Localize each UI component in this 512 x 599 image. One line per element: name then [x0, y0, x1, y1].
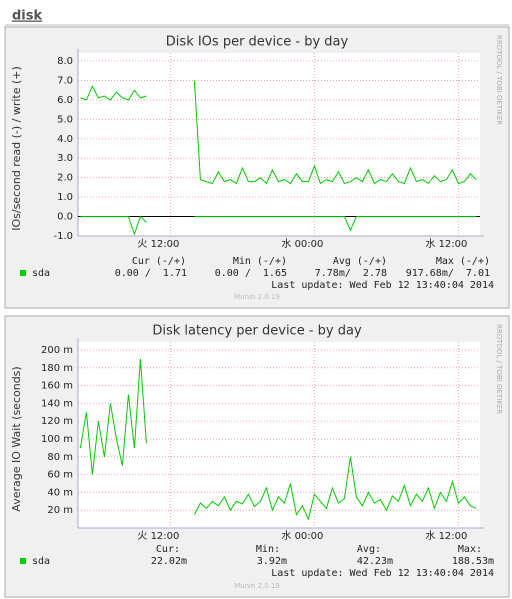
- side-note: RRDTOOL / TOBI OETIKER: [495, 35, 503, 125]
- chart-title: Disk IOs per device - by day: [166, 35, 349, 50]
- y-tick-label: -1.0: [53, 231, 73, 242]
- y-tick-label: 6.0: [57, 95, 73, 106]
- stats-header: Min:: [256, 544, 280, 555]
- legend-label: sda: [32, 268, 50, 279]
- stats-header: Min (-/+): [233, 256, 287, 267]
- x-tick-label: 水 00:00: [281, 238, 323, 250]
- y-tick-label: 120 m: [41, 416, 73, 427]
- page-heading: disk: [12, 9, 42, 24]
- y-tick-label: 80 m: [47, 452, 73, 463]
- data-line: [79, 358, 477, 521]
- x-tick-label: 火 12:00: [137, 530, 179, 542]
- footer: Munin 2.0.19: [234, 582, 280, 590]
- y-tick-label: 180 m: [41, 363, 73, 374]
- y-tick-label: 0.0: [57, 212, 73, 223]
- stats-header: Max (-/+): [436, 256, 490, 267]
- footer: Munin 2.0.19: [234, 293, 280, 301]
- y-axis-label: IOs/second read (-) / write (+): [10, 66, 23, 231]
- stats-header: Cur (-/+): [132, 256, 186, 267]
- y-tick-label: 60 m: [47, 470, 73, 481]
- x-tick-label: 水 12:00: [425, 238, 467, 250]
- y-tick-label: 20 m: [47, 505, 73, 516]
- x-tick-label: 水 00:00: [281, 530, 323, 542]
- y-tick-label: 4.0: [57, 134, 73, 145]
- legend-swatch: [20, 270, 26, 276]
- y-tick-label: 100 m: [41, 434, 73, 445]
- y-tick-label: 5.0: [57, 114, 73, 125]
- stats-value: 42.23m: [357, 556, 393, 567]
- y-axis-label: Average IO Wait (seconds): [10, 366, 23, 511]
- last-update: Last update: Wed Feb 12 13:40:04 2014: [271, 280, 494, 291]
- legend-swatch: [20, 558, 26, 564]
- y-tick-label: 140 m: [41, 398, 73, 409]
- y-tick-label: 8.0: [57, 56, 73, 67]
- x-tick-label: 火 12:00: [137, 238, 179, 250]
- stats-value: 188.53m: [452, 556, 494, 567]
- stats-value: 7.78m/ 2.78: [315, 268, 387, 279]
- stats-value: 22.02m: [151, 556, 187, 567]
- data-line: [80, 215, 477, 236]
- data-line: [80, 80, 477, 185]
- x-tick-label: 水 12:00: [425, 530, 467, 542]
- y-tick-label: 7.0: [57, 75, 73, 86]
- stats-header: Cur:: [156, 544, 180, 555]
- stats-value: 3.92m: [257, 556, 287, 567]
- stats-header: Avg:: [357, 544, 381, 555]
- stats-value: 0.00 / 1.71: [115, 268, 187, 279]
- stats-header: Avg (-/+): [333, 256, 387, 267]
- plot-area: [78, 342, 480, 528]
- side-note: RRDTOOL / TOBI OETIKER: [495, 324, 503, 414]
- legend-label: sda: [32, 556, 50, 567]
- stats-header: Max:: [458, 544, 482, 555]
- y-tick-label: 2.0: [57, 173, 73, 184]
- chart-title: Disk latency per device - by day: [152, 324, 362, 339]
- y-tick-label: 200 m: [41, 345, 73, 356]
- stats-value: 0.00 / 1.65: [215, 268, 287, 279]
- y-tick-label: 3.0: [57, 153, 73, 164]
- y-tick-label: 40 m: [47, 487, 73, 498]
- y-tick-label: 160 m: [41, 381, 73, 392]
- last-update: Last update: Wed Feb 12 13:40:04 2014: [271, 568, 494, 579]
- stats-value: 917.68m/ 7.01: [406, 268, 490, 279]
- plot-area: [78, 53, 480, 236]
- y-tick-label: 1.0: [57, 192, 73, 203]
